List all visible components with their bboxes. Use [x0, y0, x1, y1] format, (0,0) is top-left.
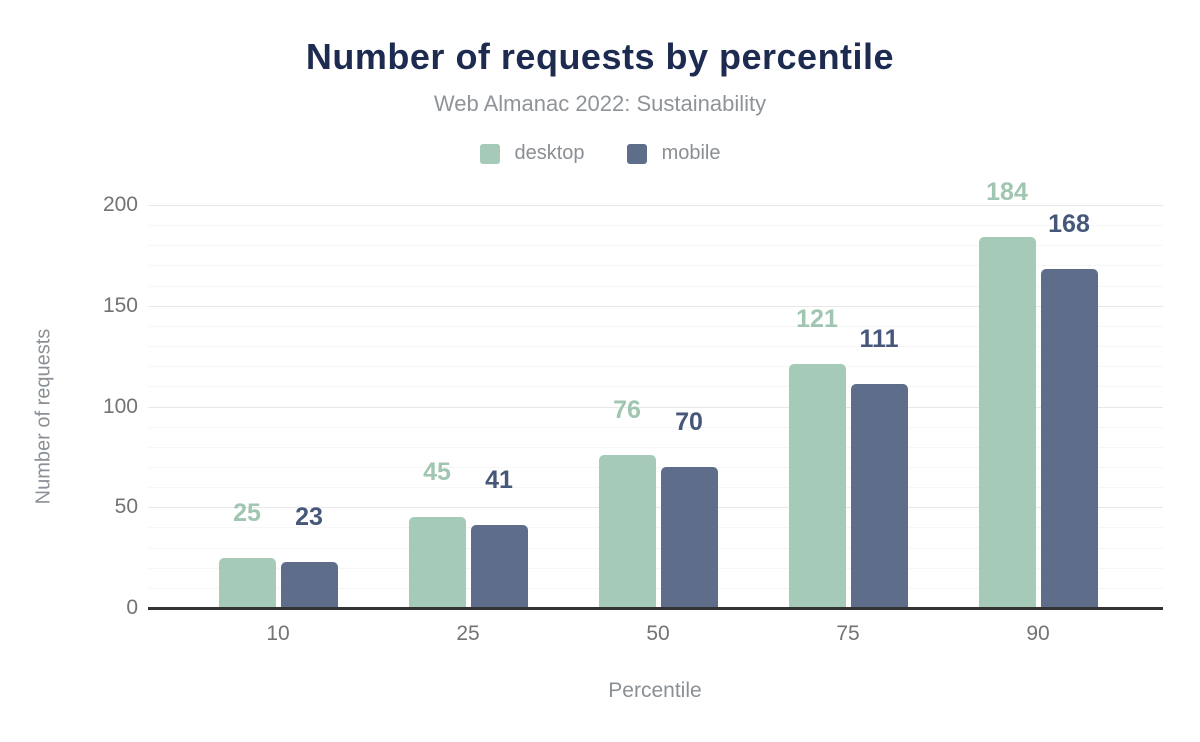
x-tick-label-10: 10: [266, 622, 290, 645]
minor-gridline: [148, 265, 1163, 266]
y-axis-title: Number of requests: [32, 328, 55, 505]
minor-gridline: [148, 366, 1163, 367]
bar-desktop-p90[interactable]: [978, 237, 1036, 608]
major-gridline: [148, 306, 1163, 307]
bar-value-desktop-p90: 184: [986, 178, 1028, 206]
bar-desktop-p75[interactable]: [788, 364, 846, 608]
minor-gridline: [148, 568, 1163, 569]
bar-desktop-p50[interactable]: [598, 455, 656, 608]
legend: desktop mobile: [0, 142, 1200, 165]
major-gridline: [148, 507, 1163, 508]
chart-subtitle: Web Almanac 2022: Sustainability: [433, 91, 767, 116]
bar-value-desktop-p75: 121: [796, 305, 838, 333]
bar-value-desktop-p50: 76: [613, 396, 641, 424]
bar-value-desktop-p10: 25: [233, 499, 261, 527]
y-tick-label-150: 150: [102, 294, 138, 317]
bar-mobile-p90[interactable]: [1040, 269, 1098, 608]
y-tick-label-50: 50: [114, 495, 138, 518]
x-axis-line: [148, 607, 1163, 610]
minor-gridline: [148, 286, 1163, 287]
legend-label-desktop: desktop: [514, 142, 585, 164]
y-tick-label-0: 0: [126, 596, 138, 619]
bar-value-mobile-p50: 70: [675, 408, 703, 436]
bar-value-mobile-p90: 168: [1048, 210, 1090, 238]
x-tick-label-90: 90: [1026, 622, 1050, 645]
bar-mobile-p50[interactable]: [660, 467, 718, 608]
minor-gridline: [148, 245, 1163, 246]
minor-gridline: [148, 346, 1163, 347]
bar-value-mobile-p25: 41: [485, 466, 513, 494]
x-tick-label-25: 25: [456, 622, 480, 645]
x-tick-label-50: 50: [646, 622, 670, 645]
bar-value-desktop-p25: 45: [423, 458, 451, 486]
minor-gridline: [148, 467, 1163, 468]
minor-gridline: [148, 447, 1163, 448]
bar-desktop-p10[interactable]: [218, 558, 276, 608]
bar-mobile-p25[interactable]: [470, 525, 528, 608]
chart-title: Number of requests by percentile: [305, 36, 895, 77]
minor-gridline: [148, 588, 1163, 589]
minor-gridline: [148, 548, 1163, 549]
minor-gridline: [148, 225, 1163, 226]
x-axis-title: Percentile: [608, 679, 702, 702]
minor-gridline: [148, 427, 1163, 428]
bar-mobile-p10[interactable]: [280, 562, 338, 608]
bar-desktop-p25[interactable]: [408, 517, 466, 608]
x-tick-label-75: 75: [836, 622, 860, 645]
legend-label-mobile: mobile: [661, 142, 721, 164]
major-gridline: [148, 407, 1163, 408]
legend-item-desktop[interactable]: desktop: [479, 142, 585, 165]
minor-gridline: [148, 527, 1163, 528]
bar-value-mobile-p75: 111: [859, 325, 899, 353]
y-tick-label-100: 100: [102, 395, 138, 418]
mobile-swatch-icon: [626, 143, 647, 164]
minor-gridline: [148, 386, 1163, 387]
major-gridline: [148, 205, 1163, 206]
y-tick-label-200: 200: [102, 193, 138, 216]
bar-mobile-p75[interactable]: [850, 384, 908, 608]
desktop-swatch-icon: [479, 143, 500, 164]
minor-gridline: [148, 487, 1163, 488]
minor-gridline: [148, 326, 1163, 327]
bar-value-mobile-p10: 23: [295, 503, 323, 531]
legend-item-mobile[interactable]: mobile: [626, 142, 721, 165]
